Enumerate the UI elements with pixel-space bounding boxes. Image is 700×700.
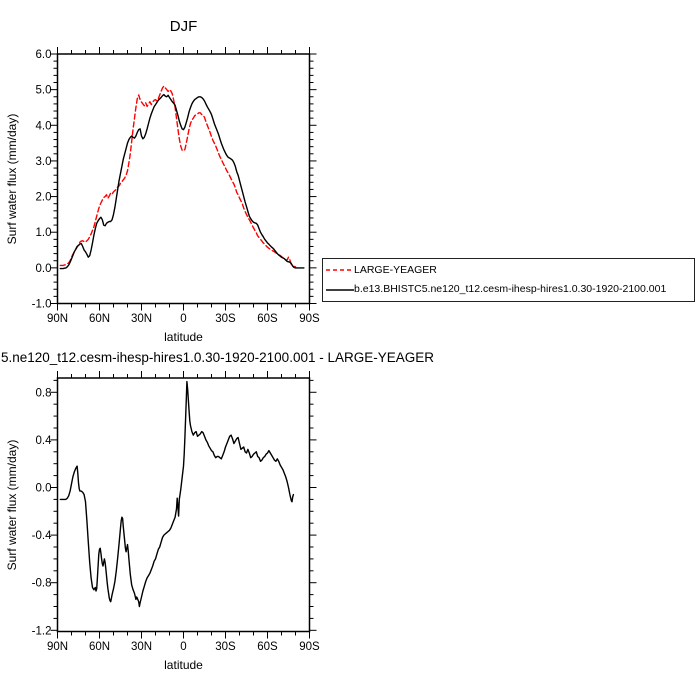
- y-tick-label: 5.0: [36, 85, 52, 97]
- plot-border: [56, 53, 311, 305]
- series-line-solid: [59, 380, 295, 608]
- top-chart: 90N 60N 30N 0 30S 60S 90S 6.0 5.0 4.0 3.0 2.0 1.0 0.0…: [32, 47, 320, 325]
- bottom-chart-title: 5.ne120_t12.cesm-ihesp-hires1.0.30-1920-…: [1, 350, 434, 365]
- x-tick-label: 30S: [215, 313, 236, 325]
- x-tick-label: 30N: [131, 641, 152, 653]
- y-tick-label: 1.0: [36, 227, 52, 239]
- top-chart-title: DJF: [170, 18, 198, 35]
- y-tick-label: 0.8: [36, 387, 52, 399]
- x-tick-label: 90N: [47, 313, 68, 325]
- y-tick-label: -1.0: [32, 299, 52, 311]
- x-tick-label: 30S: [215, 641, 236, 653]
- series-line-solid: [59, 93, 305, 270]
- y-tick-label: -0.4: [32, 530, 52, 542]
- plot-border: [56, 377, 311, 633]
- x-tick-label: 60S: [257, 313, 278, 325]
- x-tick-label: 30N: [131, 313, 152, 325]
- top-chart-y-axis-title: Surf water flux (mm/day): [5, 114, 19, 245]
- legend-label: LARGE-YEAGER: [354, 263, 437, 276]
- bottom-chart-x-axis-title: latitude: [164, 658, 203, 672]
- x-tick-label: 60N: [89, 313, 110, 325]
- y-tick-label: 3.0: [36, 156, 52, 168]
- legend-label: b.e13.BHISTC5.ne120_t12.cesm-ihesp-hires…: [354, 283, 667, 296]
- y-tick-label: 0.4: [36, 435, 53, 447]
- series-line-dashed: [59, 85, 297, 268]
- x-tick-label: 60S: [257, 641, 278, 653]
- y-tick-label: 4.0: [36, 120, 52, 132]
- top-chart-x-axis-title: latitude: [164, 330, 203, 344]
- y-tick-label: 2.0: [36, 192, 52, 204]
- bottom-chart: 90N 60N 30N 0 30S 60S 90S 0.8 0.4 0.0 -0.4 -0.8 -1.2: [32, 371, 320, 653]
- legend-entry-model: b.e13.BHISTC5.ne120_t12.cesm-ihesp-hires…: [323, 281, 694, 298]
- x-tick-label: 60N: [89, 641, 110, 653]
- y-tick-label: -1.2: [32, 625, 52, 637]
- x-tick-label: 0: [180, 313, 186, 325]
- bottom-chart-y-axis-title: Surf water flux (mm/day): [5, 440, 19, 571]
- legend-solid-line-sample: [326, 289, 354, 291]
- x-tick-label: 0: [180, 641, 186, 653]
- x-tick-label: 90S: [299, 641, 320, 653]
- y-tick-label: 6.0: [36, 49, 52, 61]
- y-tick-label: 0.0: [36, 482, 52, 494]
- x-tick-label: 90S: [299, 313, 320, 325]
- y-tick-label: 0.0: [36, 263, 52, 275]
- legend-dashed-line-sample: [326, 269, 354, 271]
- legend-box: LARGE-YEAGER b.e13.BHISTC5.ne120_t12.ces…: [322, 258, 695, 302]
- x-tick-label: 90N: [47, 641, 68, 653]
- y-tick-label: -0.8: [32, 578, 52, 590]
- legend-entry-large-yeager: LARGE-YEAGER: [323, 262, 694, 279]
